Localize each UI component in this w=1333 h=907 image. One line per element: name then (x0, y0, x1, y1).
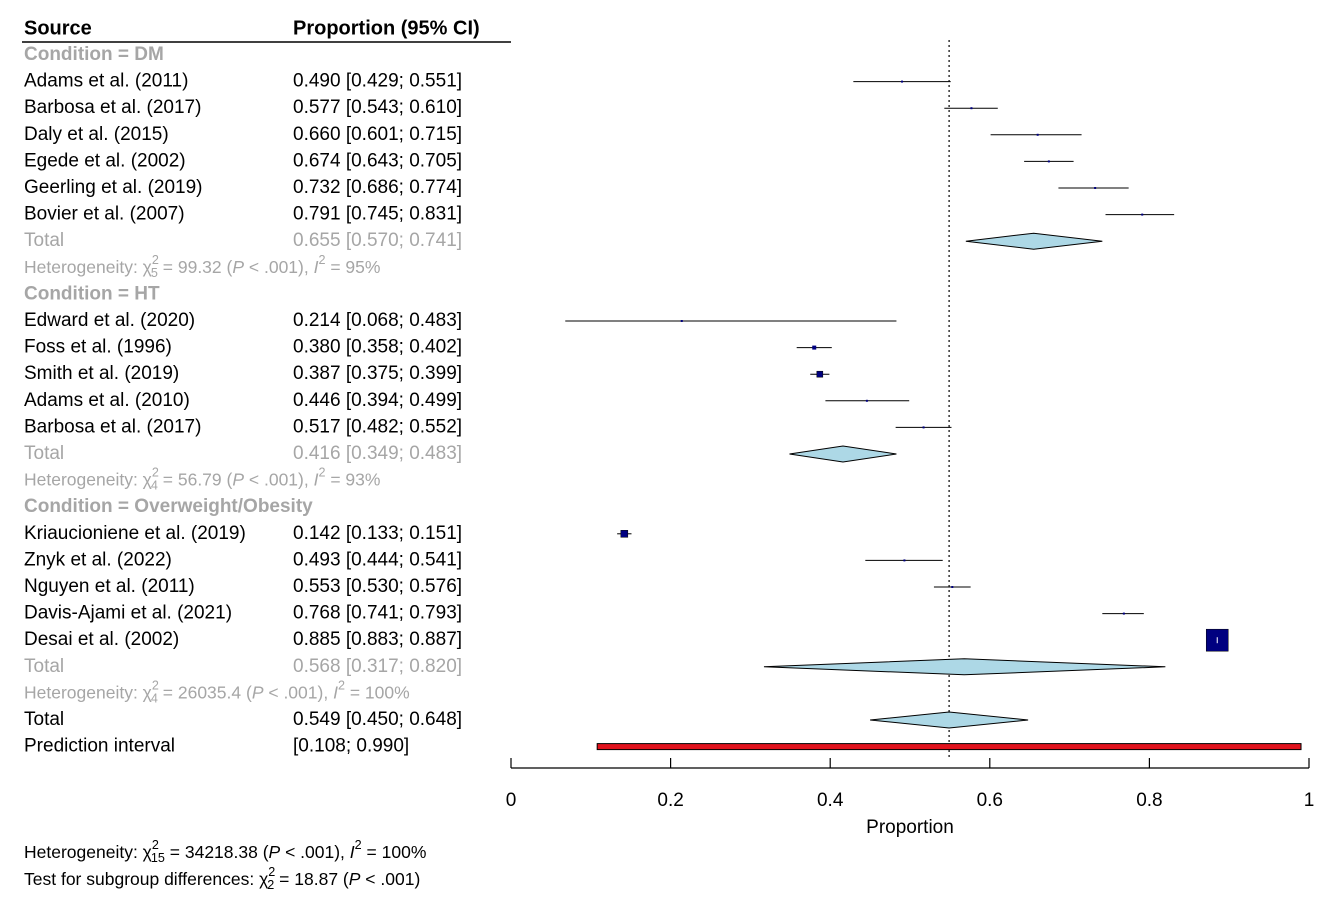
subgroup-heterogeneity: Heterogeneity: χ2 4 = 26035.4 (P < .001),… (24, 679, 410, 706)
study-name: Geerling et al. (2019) (24, 177, 203, 198)
study-name: Nguyen et al. (2011) (24, 576, 195, 597)
group-label: Condition = Overweight/Obesity (24, 496, 313, 517)
study-estimate: 0.732 [0.686; 0.774] (293, 177, 462, 198)
group-label: Condition = DM (24, 44, 164, 65)
study-estimate: 0.387 [0.375; 0.399] (293, 363, 462, 384)
study-name: Smith et al. (2019) (24, 363, 179, 384)
subgroup-total-label: Total (24, 656, 64, 677)
study-name: Desai et al. (2002) (24, 629, 179, 650)
study-estimate: 0.380 [0.358; 0.402] (293, 337, 462, 358)
study-weight-square (970, 107, 973, 110)
study-weight-square (865, 399, 868, 402)
study-name: Foss et al. (1996) (24, 337, 172, 358)
study-estimate: 0.517 [0.482; 0.552] (293, 416, 462, 437)
study-estimate: 0.768 [0.741; 0.793] (293, 603, 462, 624)
study-estimate: 0.553 [0.530; 0.576] (293, 576, 462, 597)
subgroup-total-estimate: 0.655 [0.570; 0.741] (293, 230, 462, 251)
x-tick-label: 0.2 (657, 790, 683, 811)
study-weight-square (1047, 160, 1050, 163)
study-estimate: 0.490 [0.429; 0.551] (293, 71, 462, 92)
overall-heterogeneity: Heterogeneity: χ2 15 = 34218.38 (P < .001… (24, 838, 426, 865)
study-estimate: 0.791 [0.745; 0.831] (293, 204, 462, 225)
study-weight-square (1094, 187, 1097, 189)
x-tick-label: 0.8 (1136, 790, 1162, 811)
study-weight-square (901, 80, 904, 83)
study-name: Egede et al. (2002) (24, 150, 186, 171)
study-estimate: 0.493 [0.444; 0.541] (293, 549, 462, 570)
overall-diamond (870, 711, 1029, 729)
study-estimate: 0.446 [0.394; 0.499] (293, 390, 462, 411)
study-weight-square (812, 345, 817, 350)
study-weight-square (1122, 612, 1125, 615)
study-weight-square (1036, 133, 1039, 136)
study-name: Daly et al. (2015) (24, 124, 169, 145)
study-estimate: 0.674 [0.643; 0.705] (293, 150, 462, 171)
study-estimate: 0.885 [0.883; 0.887] (293, 629, 462, 650)
subgroup-difference-test: Test for subgroup differences: χ2 2 = 18.… (24, 865, 420, 892)
study-name: Znyk et al. (2022) (24, 549, 172, 570)
overall-total-estimate: 0.549 [0.450; 0.648] (293, 709, 462, 730)
subgroup-diamond (789, 445, 897, 463)
subgroup-diamond (965, 232, 1103, 250)
study-weight-square (816, 370, 824, 378)
subgroup-total-label: Total (24, 230, 64, 251)
study-weight-square (903, 559, 906, 562)
prediction-bar (596, 743, 1302, 751)
study-weight-square (1141, 213, 1144, 216)
study-weight-square (951, 586, 954, 588)
study-name: Barbosa et al. (2017) (24, 416, 201, 437)
study-estimate: 0.660 [0.601; 0.715] (293, 124, 462, 145)
study-name: Adams et al. (2011) (24, 71, 188, 92)
subgroup-diamond (763, 658, 1166, 676)
x-tick-label: 0 (506, 790, 517, 811)
x-tick-label: 0.4 (817, 790, 844, 811)
subgroup-heterogeneity: Heterogeneity: χ2 5 = 99.32 (P < .001), I… (24, 253, 380, 280)
study-estimate: 0.214 [0.068; 0.483] (293, 310, 462, 331)
overall-total-label: Total (24, 709, 64, 730)
group-label: Condition = HT (24, 283, 160, 304)
study-name: Kriaucioniene et al. (2019) (24, 523, 246, 544)
subgroup-heterogeneity: Heterogeneity: χ2 4 = 56.79 (P < .001), I… (24, 466, 380, 493)
study-weight-square (680, 320, 683, 322)
study-estimate: 0.577 [0.543; 0.610] (293, 97, 462, 118)
prediction-label: Prediction interval (24, 736, 175, 757)
subgroup-total-label: Total (24, 443, 64, 464)
study-weight-square (922, 426, 925, 429)
x-tick-label: 0.6 (977, 790, 1003, 811)
study-name: Barbosa et al. (2017) (24, 97, 201, 118)
study-name: Bovier et al. (2007) (24, 204, 185, 225)
header-source: Source (24, 17, 92, 39)
study-name: Davis-Ajami et al. (2021) (24, 603, 232, 624)
study-estimate: 0.142 [0.133; 0.151] (293, 523, 462, 544)
header-estimate: Proportion (95% CI) (293, 17, 480, 39)
subgroup-total-estimate: 0.416 [0.349; 0.483] (293, 443, 462, 464)
study-weight-square (620, 530, 629, 538)
x-axis-label: Proportion (866, 817, 954, 838)
study-name: Edward et al. (2020) (24, 310, 195, 331)
subgroup-total-estimate: 0.568 [0.317; 0.820] (293, 656, 462, 677)
x-tick-label: 1 (1304, 790, 1315, 811)
prediction-estimate: [0.108; 0.990] (293, 736, 409, 757)
study-name: Adams et al. (2010) (24, 390, 190, 411)
